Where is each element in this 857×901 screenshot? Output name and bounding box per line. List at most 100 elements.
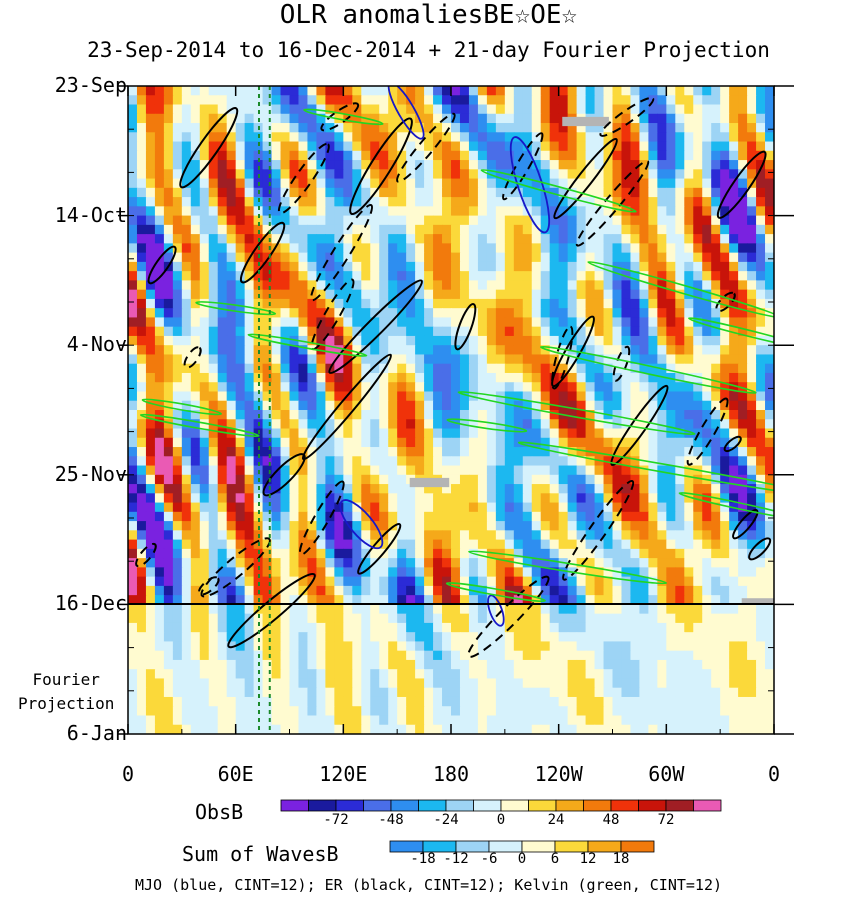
kelvin-contour (678, 492, 774, 520)
colorbar-label: 12 (579, 851, 597, 867)
kelvin-contour (445, 582, 546, 603)
er-contour (349, 117, 413, 216)
vertical-marker-lines (257, 86, 271, 734)
er-contour (732, 509, 759, 540)
er-contour (135, 542, 157, 568)
kelvin-contour (480, 169, 637, 213)
wave-contours (135, 86, 774, 658)
x-tick-label: 60W (648, 762, 685, 786)
er-contour (454, 303, 477, 351)
waves-colorbar-title: Sum of WavesB (182, 842, 339, 866)
x-tick-label: 0 (121, 762, 135, 786)
colorbar-box (693, 799, 722, 812)
colorbar-box (620, 840, 655, 853)
colorbar-box (308, 799, 337, 812)
obs-colorbar-title: ObsB (195, 800, 244, 824)
er-contour (723, 435, 742, 453)
colorbar-box (500, 799, 529, 812)
er-contour (553, 137, 618, 220)
colorbar-box (610, 799, 639, 812)
er-contour (147, 245, 177, 285)
er-contour (298, 480, 345, 556)
projection-anomaly-field (128, 604, 774, 734)
chart-subtitle: 23-Sep-2014 to 16-Dec-2014 + 21-day Four… (87, 38, 770, 62)
er-contour (396, 112, 456, 183)
colorbar-box (363, 799, 392, 812)
observed-anomaly-field (128, 86, 774, 604)
y-tick-label: 6-Jan (66, 721, 127, 745)
er-contour (748, 537, 772, 561)
kelvin-contour (517, 441, 774, 496)
colorbar-label: 0 (517, 851, 527, 867)
er-contour (179, 107, 239, 189)
kelvin-contour (139, 413, 260, 438)
kelvin-contour (468, 550, 668, 585)
kelvin-contour (587, 261, 774, 319)
er-contour (277, 142, 330, 215)
mjo-contour (387, 86, 425, 140)
colorbar-box (280, 799, 309, 812)
y-tick-label: 4-Nov (66, 332, 127, 357)
colorbar-label: -6 (480, 851, 498, 867)
colorbar-box (583, 799, 612, 812)
x-tick-label: 120E (319, 762, 368, 786)
colorbar-label: -18 (410, 851, 436, 867)
er-contour (310, 203, 373, 302)
colorbar-box (390, 799, 419, 812)
kelvin-contour (688, 317, 774, 349)
colorbar-label: 18 (612, 851, 630, 867)
er-contour (328, 279, 423, 374)
colorbar-label: -12 (443, 851, 469, 867)
projection-label: Fourier Projection (18, 670, 115, 713)
er-contour (612, 345, 631, 382)
x-tick-label: 60E (217, 762, 254, 786)
x-tick-label: 0 (767, 762, 781, 786)
er-contour (357, 523, 402, 575)
kelvin-contour (195, 301, 277, 316)
mjo-contour (487, 594, 505, 627)
er-contour (575, 159, 650, 247)
colorbar-box (445, 799, 474, 812)
er-contour (183, 346, 202, 369)
y-tick-label: 23-Sep (54, 73, 127, 97)
kelvin-contour (539, 345, 757, 394)
er-contour (551, 315, 595, 388)
er-contour (502, 132, 544, 201)
er-contour (599, 96, 655, 137)
er-contour (198, 576, 220, 596)
axis-ticks (118, 85, 794, 735)
missing-patch (562, 116, 609, 127)
colorbar-label: 48 (602, 812, 620, 828)
missing-patch (409, 477, 450, 488)
missing-data-patches (409, 116, 774, 605)
chart-footer: MJO (blue, CINT=12); ER (black, CINT=12)… (135, 876, 722, 894)
kelvin-contour (303, 108, 384, 126)
colorbar-label: 72 (657, 812, 675, 828)
x-tick-label: 180 (432, 762, 470, 786)
kelvin-contour (141, 398, 223, 416)
colorbar-box (473, 799, 502, 812)
colorbar-label: 6 (550, 851, 560, 867)
colorbar-label: -72 (323, 812, 349, 828)
kelvin-contour (446, 418, 528, 433)
missing-patch (741, 598, 774, 605)
er-contour (715, 291, 736, 313)
colorbar-label: -48 (378, 812, 404, 828)
er-contour (320, 102, 360, 132)
waves-colorbar (389, 840, 655, 853)
chart-title: OLR anomaliesBE☆OE☆ (279, 0, 578, 30)
er-contour (262, 453, 306, 497)
er-contour (610, 384, 669, 466)
colorbar-box (638, 799, 667, 812)
obs-colorbar (280, 799, 722, 812)
colorbar-label: -24 (433, 812, 459, 828)
mjo-contour (339, 499, 384, 550)
x-tick-label: 120W (534, 762, 583, 786)
er-contour (686, 397, 729, 466)
colorbar-box (418, 799, 447, 812)
y-tick-label: 16-Dec (54, 591, 127, 616)
colorbar-label: 0 (496, 812, 506, 828)
er-contour (200, 537, 271, 598)
colorbar-box (555, 799, 584, 812)
